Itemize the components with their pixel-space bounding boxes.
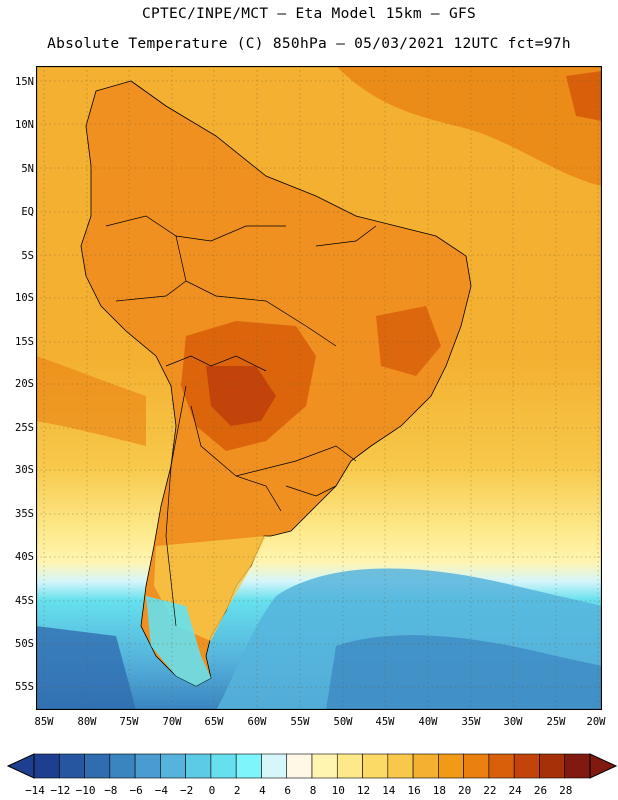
lon-label: 35W: [461, 716, 481, 728]
lat-label: 35S: [15, 508, 34, 520]
lat-lon-grid: [36, 66, 602, 710]
colorbar-cell: [463, 753, 490, 779]
colorbar-cell: [387, 753, 414, 779]
hot-spot-ne: [566, 71, 602, 121]
colorbar-cell: [134, 753, 161, 779]
lon-label: 30W: [503, 716, 523, 728]
colorbar-tick-label: 28: [559, 784, 573, 797]
colorbar: [6, 753, 618, 779]
colorbar-cell: [362, 753, 389, 779]
colorbar-cell: [160, 753, 186, 779]
lat-label: 25S: [15, 422, 34, 434]
colorbar-cell: [261, 753, 288, 779]
colorbar-tick-label: −12: [50, 784, 71, 797]
lon-label: 75W: [119, 716, 139, 728]
colorbar-tick-label: 16: [407, 784, 421, 797]
colorbar-arrow-left: [6, 753, 35, 779]
patagonia-cold: [146, 596, 211, 686]
lon-label: 25W: [546, 716, 566, 728]
lon-label: 80W: [77, 716, 97, 728]
lon-label: 20W: [586, 716, 606, 728]
colorbar-cell: [488, 753, 515, 779]
lat-label: 10N: [15, 119, 34, 131]
map-title: CPTEC/INPE/MCT – Eta Model 15km – GFS: [141, 6, 477, 22]
lat-label: 55S: [15, 681, 34, 693]
colorbar-tick-label: −8: [104, 784, 118, 797]
colorbar-cell: [58, 753, 85, 779]
colorbar-tick-label: −6: [129, 784, 143, 797]
colorbar-tick-label: 22: [483, 784, 497, 797]
colorbar-cell: [185, 753, 212, 779]
lat-label: 5S: [21, 250, 34, 262]
colorbar-tick-label: 4: [259, 784, 266, 797]
colorbar-tick-label: −14: [25, 784, 45, 797]
colorbar-tick-label: 18: [432, 784, 446, 797]
temperature-map: [36, 66, 602, 710]
colorbar-tick-label: 24: [508, 784, 522, 797]
colorbar-arrow-right: [589, 753, 618, 779]
colorbar-tick-label: 6: [284, 784, 292, 797]
lat-label: 20S: [15, 378, 34, 390]
pacific-warm-band: [36, 356, 146, 446]
lat-label: 15S: [15, 336, 34, 348]
lon-label: 40W: [418, 716, 438, 728]
lon-label: 50W: [333, 716, 353, 728]
hottest-core: [206, 366, 276, 426]
lat-label: 40S: [15, 551, 34, 563]
map-subtitle: Absolute Temperature (C) 850hPa – 05/03/…: [47, 36, 571, 52]
lat-label: 50S: [15, 638, 34, 650]
lat-label: 10S: [15, 292, 34, 304]
lon-label: 55W: [290, 716, 310, 728]
colorbar-tick-label: 12: [356, 784, 371, 797]
colorbar-cell: [412, 753, 439, 779]
lat-label: 30S: [15, 464, 34, 476]
colorbar-cell: [564, 753, 591, 779]
colorbar-tick-label: 8: [309, 784, 317, 797]
colorbar-tick-label: 10: [331, 784, 345, 797]
lat-label: EQ: [21, 206, 34, 218]
colorbar-cell: [210, 753, 237, 779]
lat-label: 5N: [21, 163, 34, 175]
lon-label: 85W: [34, 716, 54, 728]
colorbar-tick-label: −10: [75, 784, 96, 797]
lon-label: 45W: [375, 716, 395, 728]
cold-core: [326, 635, 602, 710]
colorbar-cell: [235, 753, 262, 779]
colorbar-cells: [33, 753, 591, 779]
colorbar-cell: [33, 753, 60, 779]
hot-east-brazil: [376, 306, 441, 376]
colorbar-tick-label: 20: [458, 784, 472, 797]
warm-atlantic-band: [336, 66, 602, 186]
colorbar-cell: [311, 753, 338, 779]
lat-label: 15N: [15, 76, 34, 88]
colorbar-cell: [286, 753, 313, 779]
lon-label: 60W: [247, 716, 267, 728]
lon-label: 70W: [162, 716, 182, 728]
colorbar-cell: [438, 753, 464, 779]
colorbar-tick-label: 26: [533, 784, 548, 797]
lat-label: 45S: [15, 595, 34, 607]
colorbar-tick-label: −2: [180, 784, 194, 797]
map-border: [36, 66, 602, 710]
colorbar-tick-label: 0: [208, 784, 216, 797]
colorbar-cell: [336, 753, 363, 779]
colorbar-tick-label: −4: [154, 784, 168, 797]
colorbar-cell: [109, 753, 136, 779]
cold-pacific-sw: [36, 626, 136, 710]
lon-label: 65W: [204, 716, 224, 728]
colorbar-tick-label: 2: [233, 784, 241, 797]
colorbar-cell: [513, 753, 540, 779]
colorbar-cell: [539, 753, 566, 779]
country-borders: [105, 215, 377, 627]
colorbar-tick-label: 14: [382, 784, 396, 797]
colorbar-cell: [84, 753, 111, 779]
